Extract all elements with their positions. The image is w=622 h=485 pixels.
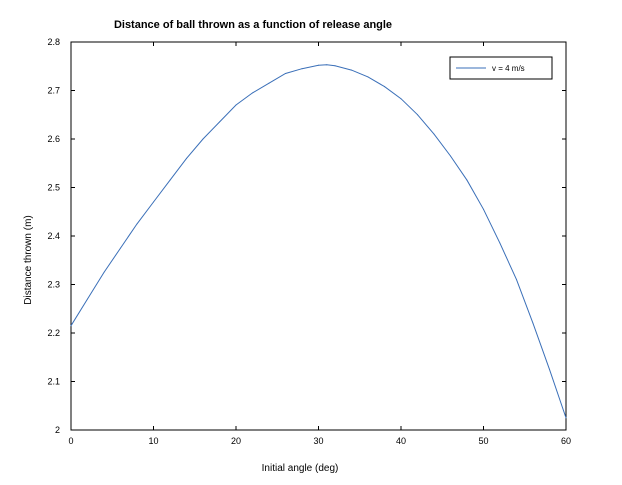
data-point [532,322,534,324]
data-point [153,201,154,203]
x-tick-label: 0 [68,436,73,446]
data-point [169,179,171,181]
data-point [318,64,319,66]
legend-label: v = 4 m/s [492,64,525,73]
data-point [499,242,501,244]
data-points [70,64,567,419]
data-point [301,68,303,70]
data-point [565,417,567,419]
y-axis-label: Distance thrown (m) [23,215,34,304]
data-point [252,92,253,94]
y-tick-label: 2 [55,425,60,435]
x-tick-label: 40 [396,436,406,446]
y-tick-label: 2.5 [47,183,60,193]
data-point [483,208,484,210]
data-point [268,82,270,84]
x-tick-label: 30 [313,436,323,446]
y-tick-label: 2.4 [47,231,60,241]
x-tick-label: 60 [561,436,571,446]
data-point [351,69,352,71]
data-point [384,86,385,88]
y-tick-label: 2.6 [47,134,60,144]
data-point [120,247,121,249]
data-point [285,73,286,75]
data-point [334,65,336,67]
ticks: 0 10 20 30 40 50 60 2 2.1 2.2 2.3 2.4 2.5 2.6 2.7 2.8 [47,37,571,446]
data-point [186,157,187,159]
plot-area [70,41,567,431]
data-point [235,104,237,106]
data-point [202,138,204,140]
y-tick-label: 2.8 [47,37,60,47]
y-tick-label: 2.7 [47,86,60,96]
data-point [367,76,369,78]
data-point [433,133,435,135]
data-point [103,271,105,273]
data-point [219,121,220,123]
legend: v = 4 m/s [449,56,553,80]
data-point [326,64,328,66]
y-tick-label: 2.3 [47,280,60,290]
x-tick-label: 20 [231,436,241,446]
data-point [417,114,418,116]
data-point [516,279,517,281]
data-point [400,98,402,100]
data-point [549,368,550,370]
y-tick-label: 2.2 [47,328,60,338]
legend-box [449,56,553,80]
data-point [466,179,468,181]
y-tick-label: 2.1 [47,377,60,387]
x-axis-label: Initial angle (deg) [262,463,339,474]
data-point [136,223,138,225]
x-tick-label: 10 [148,436,158,446]
series-line [70,64,567,419]
x-tick-label: 50 [478,436,488,446]
chart-title: Distance of ball thrown as a function of… [114,19,392,31]
data-point [70,325,72,327]
data-point [450,155,451,157]
data-point [87,298,88,300]
